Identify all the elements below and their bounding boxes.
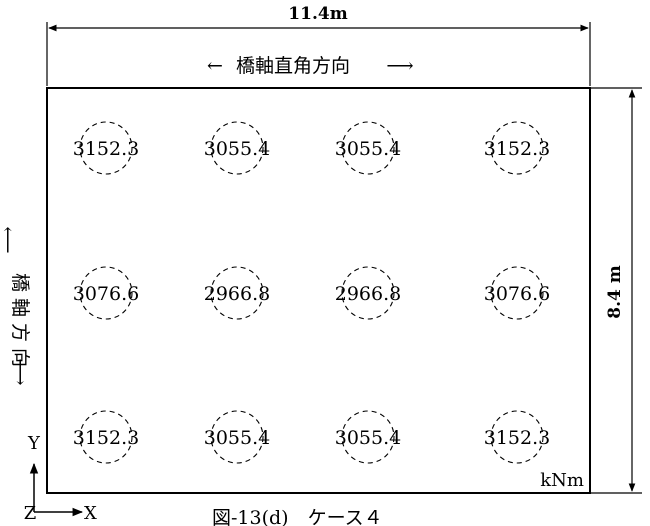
pile-value: 3055.4 — [335, 427, 401, 449]
pile-circle — [341, 410, 395, 464]
transverse-right-arrow: ⟶ — [386, 55, 413, 77]
unit-label: kNm — [540, 470, 584, 491]
bridge-axis-direction-label: 橋 軸 方 向 — [9, 273, 31, 367]
pile-circle — [210, 266, 264, 320]
bridge-axis-arrow-down: ⟶ — [9, 358, 31, 385]
height-dimension-label: 8.4 m — [605, 265, 625, 318]
pile-value: 3055.4 — [204, 138, 270, 160]
pile-circle — [490, 266, 544, 320]
transverse-left-arrow: ← — [207, 55, 223, 77]
transverse-direction-label: 橋軸直角方向 — [236, 55, 350, 77]
x-axis-label: X — [84, 503, 97, 524]
pile-value: 3055.4 — [204, 427, 270, 449]
footing-outline — [46, 87, 591, 494]
pile-value: 3152.3 — [73, 427, 139, 449]
width-dimension-label: 11.4m — [288, 4, 347, 24]
figure-caption: 図-13(d) ケース４ — [212, 507, 383, 526]
pile-value: 2966.8 — [204, 283, 270, 305]
y-axis-label: Y — [27, 433, 41, 454]
pile-value: 3152.3 — [484, 427, 550, 449]
pile-value: 2966.8 — [335, 283, 401, 305]
z-axis-label: Z — [24, 503, 37, 524]
pile-circle — [79, 266, 133, 320]
pile-circle — [79, 121, 133, 175]
pile-circle — [490, 121, 544, 175]
pile-circle — [490, 410, 544, 464]
pile-value: 3152.3 — [484, 138, 550, 160]
pile-value: 3055.4 — [335, 138, 401, 160]
pile-value: 3152.3 — [73, 138, 139, 160]
pile-circle — [210, 121, 264, 175]
pile-value: 3076.6 — [73, 283, 139, 305]
pile-value: 3076.6 — [484, 283, 550, 305]
pile-circle — [341, 266, 395, 320]
pile-grid: 3152.3 3055.4 3055.4 3152.3 3076.6 2966.8 2966… — [73, 121, 550, 464]
bridge-axis-arrow-up: ⟶ — [0, 226, 19, 253]
pile-circle — [341, 121, 395, 175]
pile-circle — [210, 410, 264, 464]
pile-circle — [79, 410, 133, 464]
